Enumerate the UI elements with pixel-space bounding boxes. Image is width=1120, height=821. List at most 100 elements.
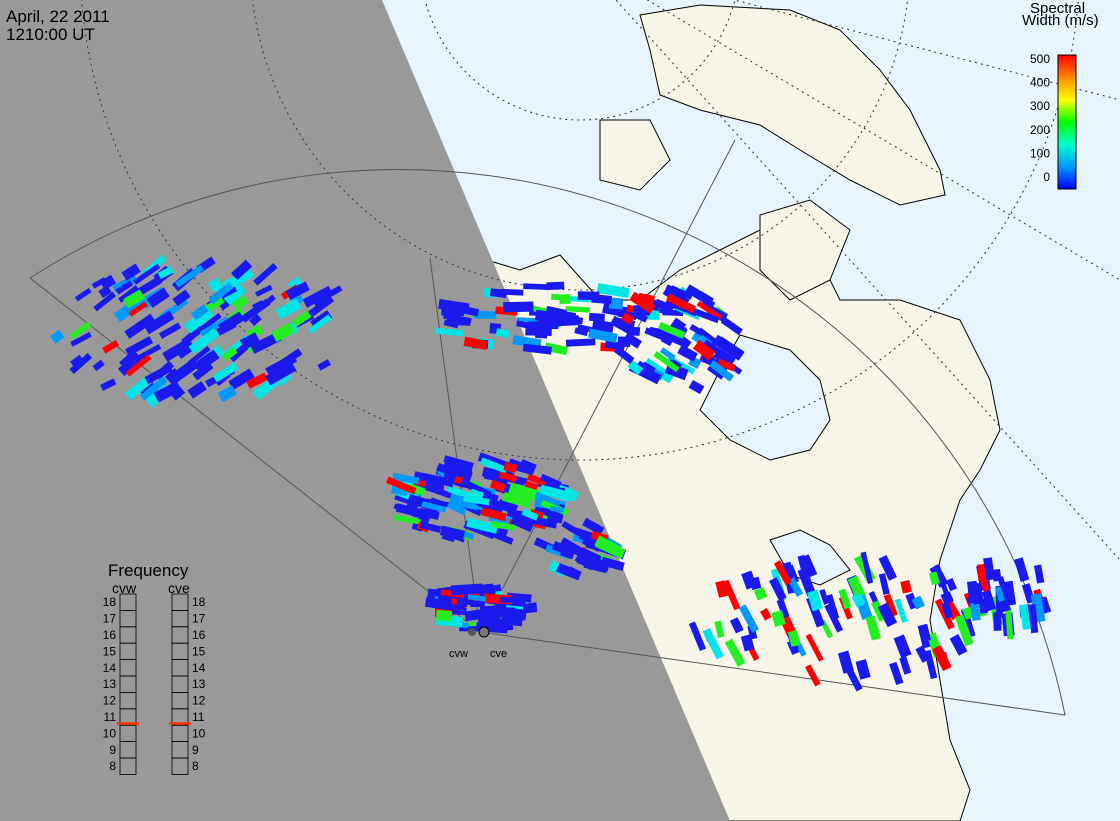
scatter-cell <box>521 508 539 521</box>
scatter-cell <box>851 592 866 608</box>
scatter-cell <box>441 530 457 543</box>
scatter-cell <box>443 455 474 470</box>
scatter-cell <box>546 281 565 291</box>
scatter-cell <box>285 281 310 300</box>
scatter-cell <box>143 310 175 335</box>
frequency-scale-label: 11 <box>192 710 205 724</box>
scatter-cell <box>826 594 840 620</box>
scatter-cell <box>837 650 854 674</box>
scatter-cell <box>291 310 312 327</box>
frequency-scale-label: 18 <box>103 595 117 609</box>
scatter-cell <box>282 348 303 366</box>
scatter-cell <box>208 282 234 305</box>
scatter-cell <box>917 623 933 649</box>
scatter-cell <box>92 359 105 372</box>
scatter-cell <box>539 484 573 502</box>
scatter-cell <box>565 305 591 313</box>
scatter-cell <box>658 321 686 339</box>
scatter-cell <box>125 336 154 357</box>
scatter-cell <box>534 503 560 521</box>
scatter-cell <box>981 589 997 612</box>
frequency-scale-label: 14 <box>103 661 117 675</box>
scatter-cell <box>692 340 716 361</box>
scatter-cell <box>490 530 514 545</box>
scatter-cell <box>565 338 596 347</box>
scatter-cell <box>714 620 725 638</box>
scatter-cell <box>510 515 534 533</box>
frequency-scale-label: 12 <box>192 694 206 708</box>
scatter-cell <box>217 385 238 403</box>
scatter-cell <box>317 359 331 371</box>
scatter-cell <box>442 460 473 478</box>
scatter-cell <box>74 287 92 302</box>
scatter-cell <box>691 307 720 324</box>
scatter-cell <box>776 598 790 619</box>
scatter-cell <box>446 500 467 516</box>
frequency-scale-label: 18 <box>192 595 206 609</box>
scatter-cell <box>181 324 204 346</box>
scatter-cell <box>467 594 487 602</box>
scatter-cell <box>940 591 954 605</box>
scatter-cell <box>552 541 576 558</box>
scatter-cell <box>860 551 874 584</box>
scatter-cell <box>724 638 746 667</box>
scatter-cell <box>260 294 276 309</box>
scatter-cell <box>302 285 333 308</box>
scatter-cell <box>877 602 897 628</box>
scatter-cell <box>508 482 542 502</box>
scatter-cell <box>121 263 141 281</box>
scatter-cell <box>500 596 513 603</box>
scatter-cell <box>970 602 981 621</box>
scatter-cell <box>696 300 723 321</box>
scatter-cell <box>566 566 581 579</box>
scatter-cell <box>199 316 230 337</box>
scatter-cell <box>435 327 464 337</box>
scatter-cell <box>165 368 182 385</box>
scatter-cell <box>899 656 912 675</box>
frequency-scale-label: 13 <box>192 677 206 691</box>
scatter-cell <box>507 458 535 476</box>
scatter-cell <box>231 259 253 281</box>
scatter-cell <box>600 556 625 571</box>
scatter-cell <box>941 601 954 619</box>
scatter-cell <box>787 629 801 647</box>
scatter-cell <box>644 327 667 342</box>
scatter-cell <box>577 324 594 333</box>
meridian-b <box>646 0 1120 281</box>
scatter-cell <box>254 284 273 297</box>
scatter-cell <box>677 344 698 362</box>
scatter-cell <box>118 285 139 303</box>
scatter-cell <box>740 634 755 652</box>
scatter-cell <box>136 343 162 362</box>
scatter-cell <box>924 649 938 680</box>
frequency-scale-label: 16 <box>192 628 206 642</box>
scatter-cell <box>614 346 635 364</box>
scatter-cell <box>786 564 800 584</box>
scatter-cell <box>753 586 768 601</box>
scatter-cell <box>520 514 547 527</box>
scatter-cell <box>795 642 807 657</box>
frequency-cell <box>119 757 137 775</box>
scatter-cell <box>527 321 559 330</box>
scatter-cell <box>666 293 697 314</box>
scatter-cell <box>993 612 1002 631</box>
scatter-cell <box>889 661 904 685</box>
scatter-cell <box>392 473 420 485</box>
scatter-cell <box>249 313 262 326</box>
frequency-panel: 18 17 16 15 14 13 12 11 10 9 8 18 17 16 15 14 13 12 11 10 9 8 <box>103 593 206 775</box>
scatter-cell <box>591 294 613 305</box>
scatter-cell <box>544 342 568 356</box>
scatter-cell <box>559 294 571 305</box>
scatter-cell <box>878 555 897 581</box>
scatter-cell <box>1033 564 1045 584</box>
colorbar-tick-label: 0 <box>1043 170 1050 184</box>
scatter-cell <box>232 295 249 310</box>
scatter-cell <box>805 664 821 687</box>
scatter-cell <box>522 343 553 355</box>
scatter-cell <box>424 479 439 493</box>
scatter-cell <box>498 471 516 482</box>
scatter-cell <box>287 276 303 291</box>
scatter-cell <box>883 593 898 617</box>
scatter-cell <box>627 360 644 375</box>
scatter-cell <box>516 320 531 329</box>
